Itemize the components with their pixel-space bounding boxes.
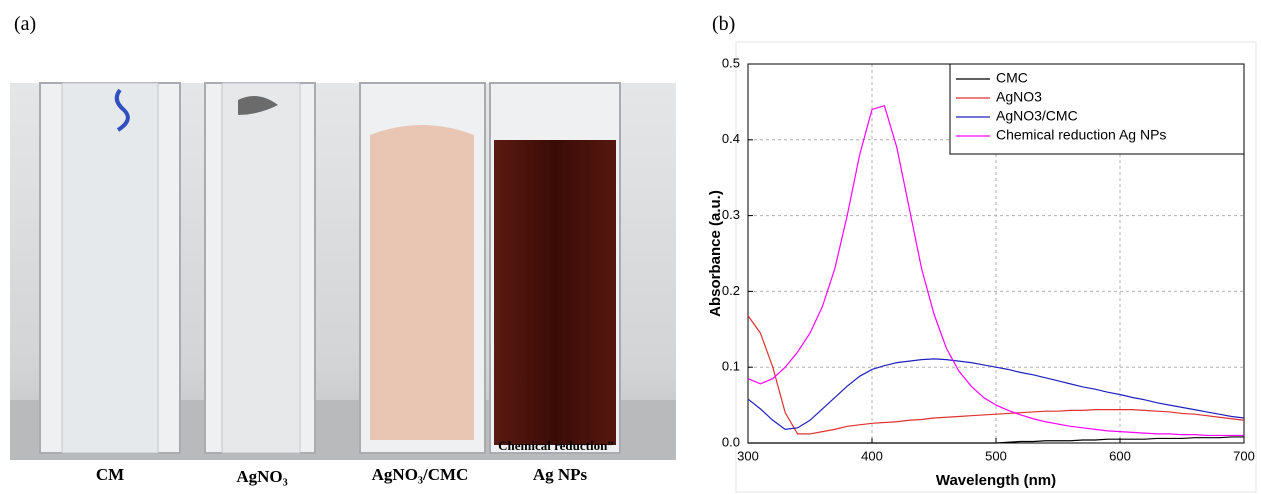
caption: Ag NPs xyxy=(533,465,588,484)
y-tick-label: 0.2 xyxy=(722,283,740,298)
x-tick-label: 600 xyxy=(1109,448,1131,463)
panel-label: (b) xyxy=(712,13,735,35)
chart: 0.0 0.1 0.2 0.3 0.4 0.5 300 400 500 600 700 Wavelen… xyxy=(707,41,1257,493)
legend-label: AgNO3/CMC xyxy=(996,108,1078,124)
caption: Chemical reduction” xyxy=(498,438,614,453)
y-tick-label: 0.0 xyxy=(722,434,740,449)
y-tick-label: 0.3 xyxy=(722,207,740,222)
line-series xyxy=(747,358,1245,430)
line-series xyxy=(747,104,1244,437)
legend-label: AgNO3 xyxy=(996,89,1042,105)
line-series xyxy=(747,315,1245,435)
photo xyxy=(10,82,676,460)
x-tick-label: 700 xyxy=(1233,448,1255,463)
x-tick-label: 300 xyxy=(737,448,759,463)
x-tick-label: 400 xyxy=(861,448,883,463)
legend-label: CMC xyxy=(996,70,1028,86)
y-tick-label: 0.1 xyxy=(722,359,740,374)
y-tick-label: 0.5 xyxy=(722,55,740,70)
caption: CM xyxy=(96,465,124,484)
legend-label: Chemical reduction Ag NPs xyxy=(996,127,1166,143)
y-axis-label: Absorbance (a.u.) xyxy=(707,190,724,317)
caption: AgNO₃ xyxy=(236,467,287,486)
legend-box xyxy=(949,63,1245,155)
y-tick-label: 0.4 xyxy=(722,131,740,146)
caption: AgNO₃/CMC xyxy=(372,465,469,484)
panel-label: (a) xyxy=(14,13,36,35)
line-series xyxy=(748,436,1244,444)
x-axis-label: Wavelength (nm) xyxy=(936,472,1056,489)
chart-frame xyxy=(735,41,1257,493)
x-tick-label: 500 xyxy=(985,448,1007,463)
